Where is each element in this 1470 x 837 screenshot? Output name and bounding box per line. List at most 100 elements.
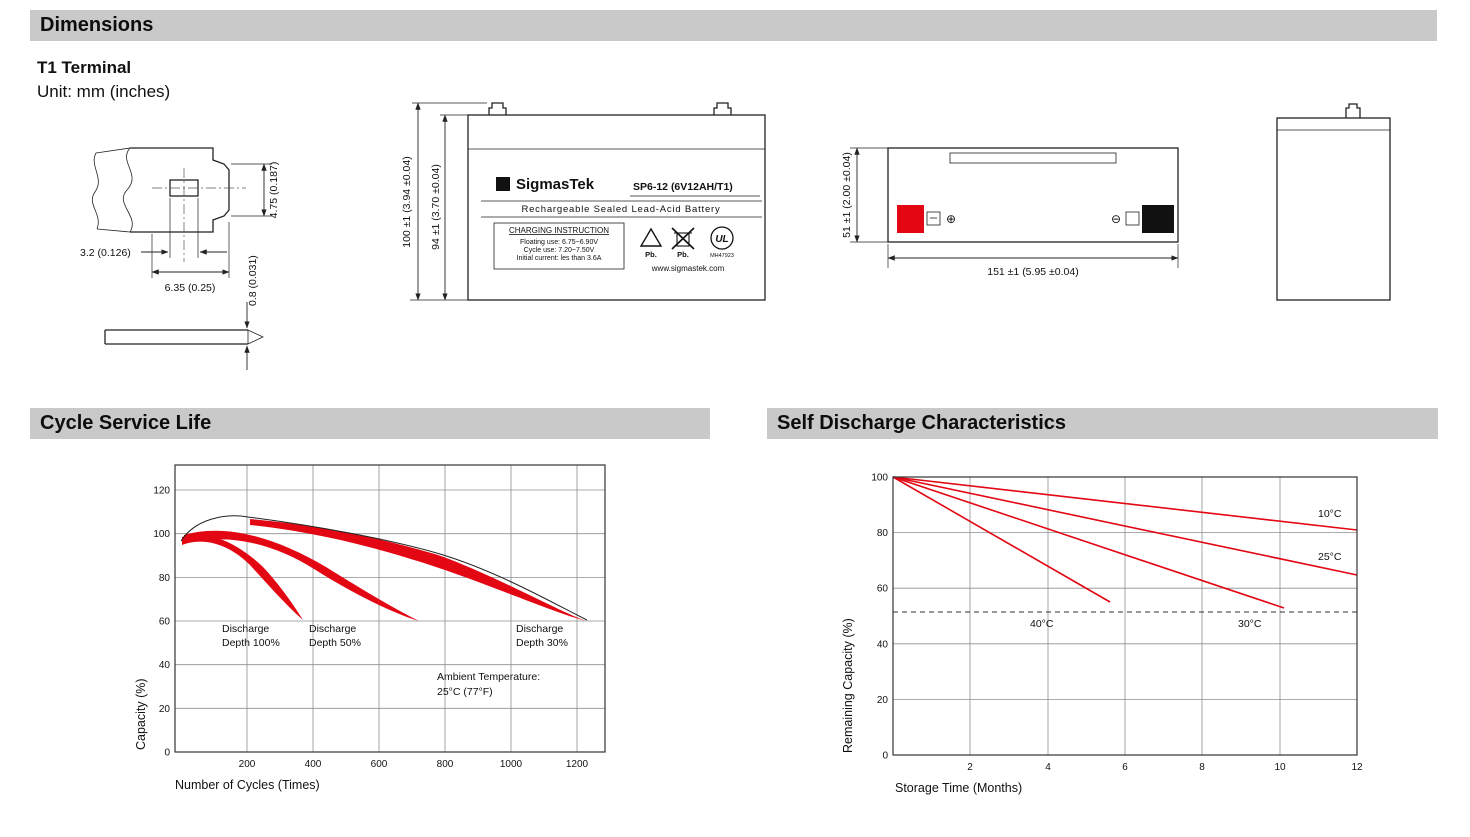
dim-depth: 51 ±1 (2.00 ±0.04)	[841, 152, 853, 238]
terminal-detail-drawing: 4.75 (0.187) 3.2 (0.126) 6.35 (0.25) 0.8…	[80, 147, 280, 370]
model-number: SP6-12 (6V12AH/T1)	[633, 181, 733, 193]
band-depth-100	[182, 534, 303, 620]
battery-type-line: Rechargeable Sealed Lead-Acid Battery	[521, 204, 720, 215]
cycle-chart-ylabel: Capacity (%)	[134, 678, 148, 750]
cycle-chart-series	[180, 515, 588, 621]
annotation-ambient: 25°C (77°F)	[437, 686, 493, 698]
battery-label: Σ SigmasTek SP6-12 (6V12AH/T1) Rechargea…	[481, 176, 762, 273]
minus-symbol: ⊖	[1111, 212, 1121, 226]
xtick: 12	[1351, 762, 1363, 773]
negative-terminal-black	[1142, 205, 1174, 233]
xtick: 1200	[566, 759, 589, 770]
self-discharge-chart: 10°C 25°C 40°C 30°C 100 80 60 40 20 0 2 …	[841, 473, 1363, 796]
label-10c: 10°C	[1318, 508, 1342, 520]
annotation-depth50: Depth 50%	[309, 637, 361, 649]
cycle-chart-annotations: Discharge Depth 100% Discharge Depth 50%…	[222, 623, 568, 698]
ytick: 60	[877, 584, 889, 595]
label-40c: 40°C	[1030, 618, 1054, 630]
ytick: 60	[159, 617, 171, 628]
annotation-depth50: Discharge	[309, 623, 356, 635]
ul-mark-label: UL	[715, 234, 728, 245]
annotation-depth30: Discharge	[516, 623, 563, 635]
discharge-chart-labels: 10°C 25°C 40°C 30°C	[1030, 508, 1342, 630]
pb-trash-icon: Pb.	[671, 227, 695, 259]
ytick: 120	[153, 486, 170, 497]
website-text: www.sigmastek.com	[651, 264, 725, 273]
discharge-section-header: Self Discharge Characteristics	[767, 408, 1438, 439]
xtick: 6	[1122, 762, 1128, 773]
xtick: 2	[967, 762, 973, 773]
cycle-chart-xticks: 200 400 600 800 1000 1200	[239, 759, 589, 770]
battery-front-view: Σ SigmasTek SP6-12 (6V12AH/T1) Rechargea…	[401, 102, 766, 301]
label-25c: 25°C	[1318, 551, 1342, 563]
xtick: 8	[1199, 762, 1205, 773]
plus-symbol: ⊕	[946, 212, 956, 226]
label-30c: 30°C	[1238, 618, 1262, 630]
ytick: 0	[882, 751, 888, 762]
xtick: 4	[1045, 762, 1051, 773]
annotation-ambient: Ambient Temperature:	[437, 671, 540, 683]
annotation-depth30: Depth 30%	[516, 637, 568, 649]
dim-length: 151 ±1 (5.95 ±0.04)	[987, 266, 1079, 278]
ytick: 0	[164, 748, 170, 759]
sigma-logo-glyph: Σ	[500, 180, 507, 192]
discharge-chart-series	[892, 476, 1358, 609]
ul-code: MH47923	[710, 253, 734, 259]
dimension-drawings: 4.75 (0.187) 3.2 (0.126) 6.35 (0.25) 0.8…	[80, 102, 1391, 370]
ytick: 100	[153, 529, 170, 540]
charging-line-initial: Initial current: les than 3.6A	[517, 255, 602, 262]
annotation-depth100: Discharge	[222, 623, 269, 635]
discharge-chart-yticks: 100 80 60 40 20 0	[871, 473, 888, 762]
ytick: 40	[159, 660, 171, 671]
pb-trash-label: Pb.	[677, 250, 689, 259]
battery-end-view	[1276, 103, 1391, 301]
dimensions-section-header: Dimensions	[30, 10, 1437, 41]
ytick: 40	[877, 639, 889, 650]
xtick: 600	[371, 759, 388, 770]
band-depth-30	[250, 519, 586, 621]
battery-top-view: ⊕ ⊖ 51 ±1 (2.00 ±0.04) 151 ±1 (5.95 ±0.0…	[841, 147, 1179, 278]
dim-terminal-width: 6.35 (0.25)	[165, 282, 216, 294]
positive-terminal-red	[897, 205, 924, 233]
cycle-service-life-chart: 0 20 40 60 80 100 120 200 400 600 800 10…	[134, 464, 606, 792]
dim-terminal-height: 4.75 (0.187)	[268, 162, 280, 219]
charging-line-cycle: Cycle use: 7.20~7.50V	[524, 247, 595, 254]
xtick: 800	[437, 759, 454, 770]
dim-terminal-hole: 3.2 (0.126)	[80, 247, 131, 259]
xtick: 10	[1274, 762, 1286, 773]
dim-case-height: 94 ±1 (3.70 ±0.04)	[430, 164, 442, 250]
ul-mark-icon: UL MH47923	[710, 226, 734, 259]
discharge-chart-xlabel: Storage Time (Months)	[895, 781, 1022, 795]
ytick: 100	[871, 473, 888, 484]
line-25c	[892, 476, 1358, 576]
dim-terminal-thickness: 0.8 (0.031)	[247, 255, 259, 306]
discharge-section-title: Self Discharge Characteristics	[777, 412, 1067, 434]
band-depth-50	[184, 530, 419, 621]
discharge-chart-ylabel: Remaining Capacity (%)	[841, 618, 855, 753]
dim-total-height: 100 ±1 (3.94 ±0.04)	[401, 156, 413, 248]
xtick: 200	[239, 759, 256, 770]
xtick: 1000	[500, 759, 523, 770]
ytick: 80	[159, 573, 171, 584]
ytick: 20	[159, 704, 171, 715]
discharge-chart-frame	[892, 476, 1358, 756]
cycle-chart-yticks: 0 20 40 60 80 100 120	[153, 486, 170, 759]
cycle-chart-frame	[174, 464, 606, 753]
unit-label: Unit: mm (inches)	[37, 82, 171, 101]
discharge-chart-xticks: 2 4 6 8 10 12	[967, 762, 1363, 773]
brand-name: SigmasTek	[516, 176, 595, 193]
sigma-logo-icon	[496, 177, 510, 191]
cycle-section-header: Cycle Service Life	[30, 408, 710, 439]
terminal-type-label: T1 Terminal	[37, 58, 132, 77]
charging-line-floating: Floating use: 6.75~6.90V	[520, 239, 598, 246]
xtick: 400	[305, 759, 322, 770]
cycle-chart-grid	[175, 465, 605, 752]
cycle-section-title: Cycle Service Life	[40, 412, 212, 434]
discharge-chart-grid	[893, 477, 1357, 755]
pb-recycle-icon: Pb.	[639, 227, 663, 259]
pb-recycle-label: Pb.	[645, 250, 657, 259]
ytick: 80	[877, 528, 889, 539]
ytick: 20	[877, 695, 889, 706]
charging-instruction-title: CHARGING INSTRUCTION	[509, 226, 609, 235]
